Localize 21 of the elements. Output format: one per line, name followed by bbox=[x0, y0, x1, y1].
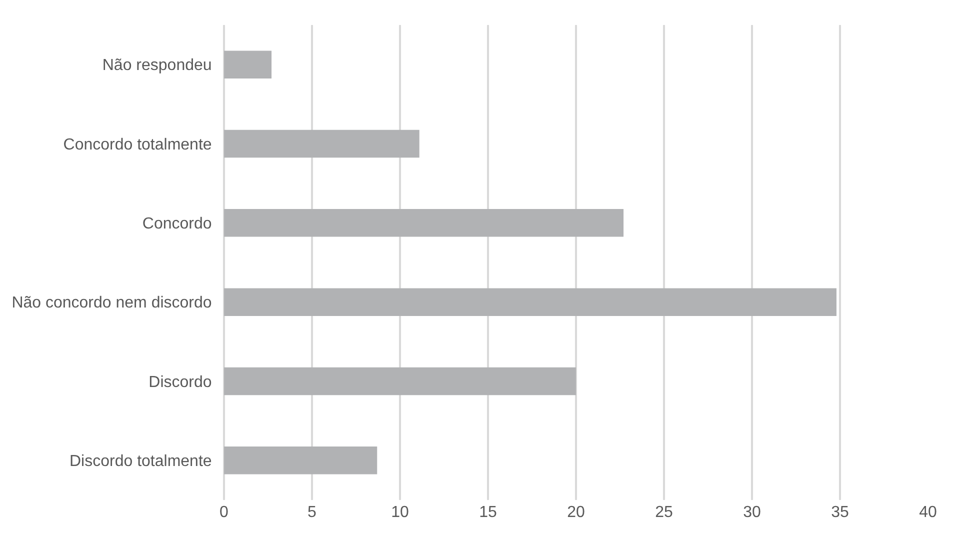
x-tick-label: 10 bbox=[391, 504, 409, 521]
bar bbox=[224, 209, 624, 237]
x-tick-label: 0 bbox=[220, 504, 229, 521]
x-tick-label: 20 bbox=[567, 504, 585, 521]
x-tick-label: 5 bbox=[308, 504, 317, 521]
bar bbox=[224, 50, 272, 78]
bar bbox=[224, 288, 836, 316]
bar bbox=[224, 446, 378, 474]
x-tick-label: 35 bbox=[831, 504, 849, 521]
bar bbox=[224, 130, 420, 158]
x-tick-label: 40 bbox=[919, 504, 937, 521]
x-tick-label: 30 bbox=[743, 504, 761, 521]
y-tick-label: Concordo bbox=[142, 216, 212, 233]
x-tick-label: 15 bbox=[479, 504, 497, 521]
y-tick-label: Não respondeu bbox=[102, 57, 212, 74]
y-tick-label: Não concordo nem discordo bbox=[12, 294, 212, 312]
y-tick-label: Discordo totalmente bbox=[70, 453, 212, 470]
x-tick-label: 25 bbox=[655, 504, 673, 521]
bar bbox=[224, 367, 576, 396]
y-tick-label: Concordo totalmente bbox=[63, 136, 212, 154]
y-tick-label: Discordo bbox=[148, 374, 212, 391]
